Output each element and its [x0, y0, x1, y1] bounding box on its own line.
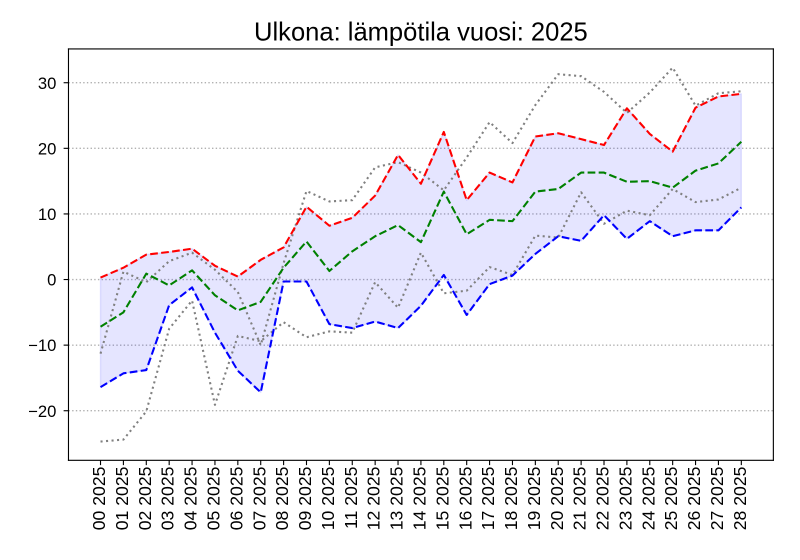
svg-text:−10: −10 [28, 336, 56, 355]
svg-text:06 2025: 06 2025 [226, 466, 246, 530]
svg-text:28 2025: 28 2025 [730, 466, 750, 530]
svg-text:20 2025: 20 2025 [547, 466, 567, 530]
svg-text:01 2025: 01 2025 [112, 466, 132, 530]
svg-text:18 2025: 18 2025 [501, 466, 521, 530]
svg-text:21 2025: 21 2025 [570, 466, 590, 530]
svg-text:−20: −20 [28, 402, 56, 421]
svg-text:24 2025: 24 2025 [638, 466, 658, 530]
svg-text:13 2025: 13 2025 [387, 466, 407, 530]
svg-text:30: 30 [38, 74, 57, 93]
svg-text:14 2025: 14 2025 [409, 466, 429, 530]
svg-text:23 2025: 23 2025 [615, 466, 635, 530]
svg-text:22 2025: 22 2025 [593, 466, 613, 530]
svg-text:10: 10 [38, 205, 57, 224]
svg-text:17 2025: 17 2025 [478, 466, 498, 530]
svg-text:11 2025: 11 2025 [341, 466, 361, 529]
svg-text:03 2025: 03 2025 [158, 466, 178, 530]
svg-text:Ulkona: lämpötila vuosi: 2025: Ulkona: lämpötila vuosi: 2025 [254, 19, 588, 47]
svg-text:26 2025: 26 2025 [684, 466, 704, 530]
svg-text:04 2025: 04 2025 [181, 466, 201, 530]
svg-text:07 2025: 07 2025 [249, 466, 269, 530]
svg-text:09 2025: 09 2025 [295, 466, 315, 530]
svg-text:08 2025: 08 2025 [272, 466, 292, 530]
svg-text:20: 20 [38, 139, 57, 158]
svg-text:00 2025: 00 2025 [89, 466, 109, 530]
svg-text:12 2025: 12 2025 [364, 466, 384, 530]
svg-text:19 2025: 19 2025 [524, 466, 544, 530]
svg-text:15 2025: 15 2025 [432, 466, 452, 530]
svg-text:16 2025: 16 2025 [455, 466, 475, 530]
svg-text:02 2025: 02 2025 [135, 466, 155, 530]
svg-text:27 2025: 27 2025 [707, 466, 727, 530]
svg-text:10 2025: 10 2025 [318, 466, 338, 530]
svg-text:25 2025: 25 2025 [661, 466, 681, 530]
svg-text:0: 0 [47, 271, 56, 290]
svg-text:05 2025: 05 2025 [204, 466, 224, 530]
